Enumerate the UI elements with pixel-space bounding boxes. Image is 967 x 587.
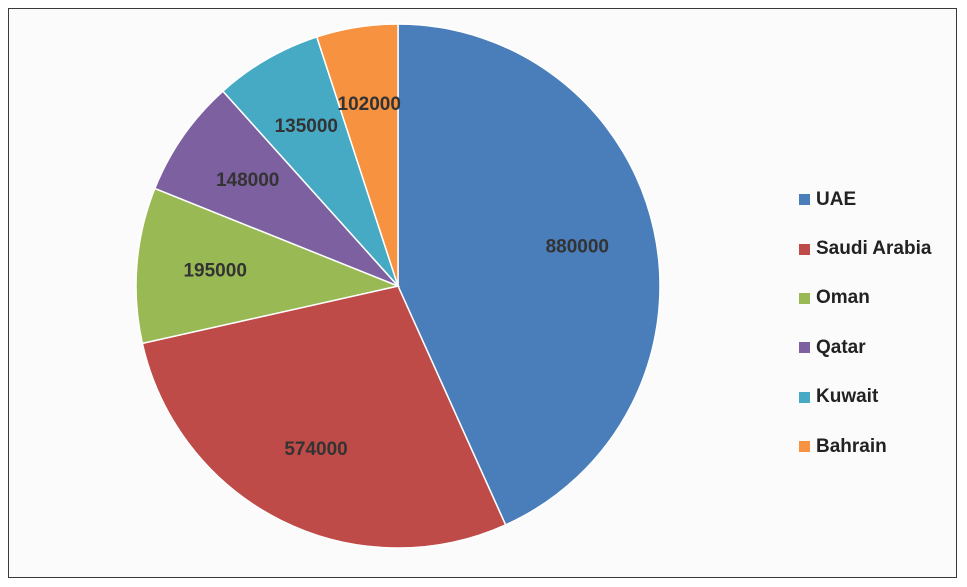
data-label-qatar: 148000 [216, 170, 279, 191]
data-label-uae: 880000 [546, 236, 609, 257]
pie-slice-bahrain [315, 23, 399, 287]
legend-label-oman: Oman [816, 287, 870, 309]
legend-label-uae: UAE [816, 188, 857, 210]
pie-slices [135, 23, 661, 549]
legend-label-qatar: Qatar [816, 336, 866, 358]
data-label-kuwait: 135000 [275, 116, 338, 137]
data-label-oman: 195000 [183, 260, 246, 281]
legend-label-saudi-arabia: Saudi Arabia [816, 238, 932, 260]
legend-item-kuwait: Kuwait [799, 373, 931, 422]
legend-swatch-qatar [799, 342, 810, 354]
legend-label-bahrain: Bahrain [816, 435, 887, 457]
legend-item-oman: Oman [799, 274, 931, 323]
data-label-saudi-arabia: 574000 [284, 439, 347, 460]
legend-item-qatar: Qatar [799, 323, 931, 372]
chart-frame: 880000 574000 195000 148000 135000 102000 UAE… [8, 8, 957, 578]
legend-swatch-uae [799, 194, 810, 206]
legend-swatch-saudi-arabia [799, 243, 810, 255]
pie-slice-qatar [153, 90, 399, 287]
pie-slice-kuwait [221, 35, 399, 287]
pie-slice-uae [397, 23, 661, 526]
data-label-bahrain: 102000 [338, 94, 401, 115]
legend-swatch-kuwait [799, 391, 810, 403]
legend-swatch-bahrain [799, 441, 810, 453]
legend-label-kuwait: Kuwait [816, 386, 879, 408]
legend-item-uae: UAE [799, 175, 931, 224]
legend: UAE Saudi Arabia Oman Qatar Kuwait Bahrain [799, 175, 931, 471]
legend-swatch-oman [799, 292, 810, 304]
legend-item-saudi-arabia: Saudi Arabia [799, 224, 931, 273]
pie-slice-oman [135, 187, 401, 345]
legend-item-bahrain: Bahrain [799, 422, 931, 471]
pie-slice-saudi-arabia [141, 285, 507, 549]
